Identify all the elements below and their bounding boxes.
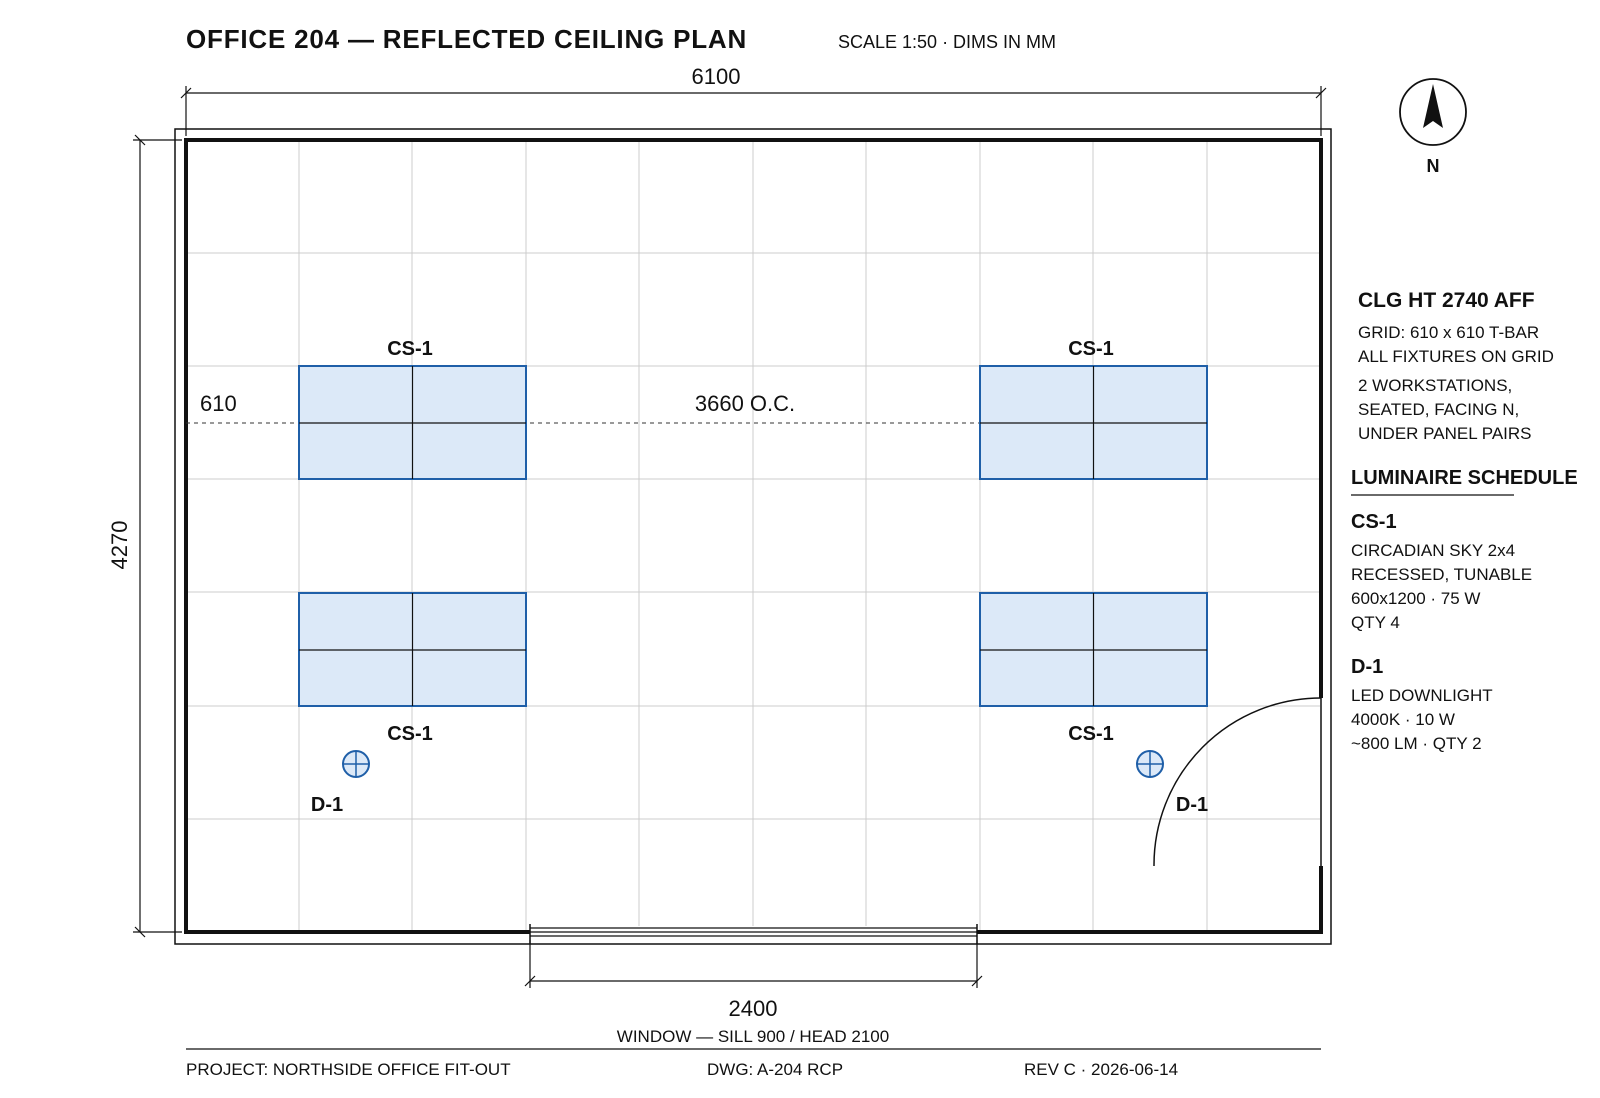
schedule-line: 600x1200 · 75 W <box>1351 589 1480 608</box>
window-width-dimension: 2400 <box>729 996 778 1021</box>
schedule-line: 4000K · 10 W <box>1351 710 1455 729</box>
project-name: PROJECT: NORTHSIDE OFFICE FIT-OUT <box>186 1060 511 1079</box>
schedule-tag-cs1: CS-1 <box>1351 511 1397 533</box>
schedule-heading: LUMINAIRE SCHEDULE <box>1351 467 1578 489</box>
schedule-line: ~800 LM · QTY 2 <box>1351 734 1482 753</box>
drawing-number: DWG: A-204 RCP <box>707 1060 843 1079</box>
cs1-tag-bottom-right: CS-1 <box>1068 723 1114 745</box>
note-line: ALL FIXTURES ON GRID <box>1358 347 1554 366</box>
note-line: GRID: 610 x 610 T-BAR <box>1358 323 1539 342</box>
width-dimension-line <box>180 86 1327 136</box>
cs1-tag-bottom-left: CS-1 <box>387 723 433 745</box>
ceiling-grid <box>186 140 1320 932</box>
cs1-panel-bottom-left <box>298 592 527 707</box>
window-note: WINDOW — SILL 900 / HEAD 2100 <box>617 1027 889 1046</box>
schedule-tag-d1: D-1 <box>1351 656 1383 678</box>
schedule-line: RECESSED, TUNABLE <box>1351 565 1532 584</box>
offset-dimension: 610 <box>200 391 237 416</box>
door-swing <box>1153 697 1322 867</box>
drawing-title: OFFICE 204 — REFLECTED CEILING PLAN <box>186 24 747 54</box>
cs1-tag-top-right: CS-1 <box>1068 338 1114 360</box>
note-line: 2 WORKSTATIONS, <box>1358 376 1512 395</box>
cs1-panel-top-right <box>979 365 1208 480</box>
ceiling-height-note: CLG HT 2740 AFF <box>1358 289 1535 312</box>
cs1-tag-top-left: CS-1 <box>387 338 433 360</box>
revision-info: REV C · 2026-06-14 <box>1024 1060 1178 1079</box>
inner-wall-line <box>184 138 1323 934</box>
d1-downlight-left <box>342 750 370 778</box>
spacing-dimension: 3660 O.C. <box>695 391 795 416</box>
note-line: UNDER PANEL PAIRS <box>1358 424 1532 443</box>
north-arrow-icon <box>1399 78 1467 146</box>
window-dimension-line <box>524 940 983 988</box>
scale-note: SCALE 1:50 · DIMS IN MM <box>838 32 1056 52</box>
schedule-line: LED DOWNLIGHT <box>1351 686 1493 705</box>
height-dimension-line <box>133 134 182 938</box>
d1-tag-left: D-1 <box>311 794 343 816</box>
cs1-panel-bottom-right <box>979 592 1208 707</box>
d1-tag-right: D-1 <box>1176 794 1208 816</box>
window-opening <box>529 924 978 944</box>
height-dimension: 4270 <box>107 521 132 570</box>
outer-wall-line <box>174 128 1332 945</box>
width-dimension: 6100 <box>692 64 741 89</box>
schedule-line: QTY 4 <box>1351 613 1400 632</box>
d1-downlight-right <box>1136 750 1164 778</box>
schedule-line: CIRCADIAN SKY 2x4 <box>1351 541 1515 560</box>
north-label: N <box>1427 156 1440 176</box>
cs1-panel-top-left <box>298 365 527 480</box>
note-line: SEATED, FACING N, <box>1358 400 1519 419</box>
